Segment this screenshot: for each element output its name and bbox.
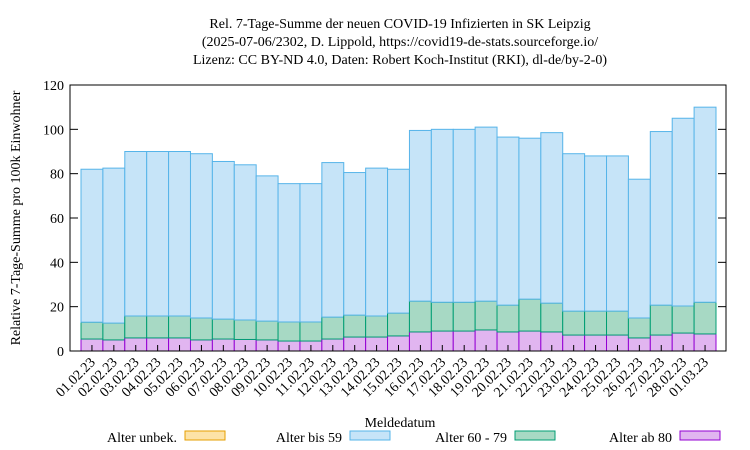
bar-segment: [233, 164, 257, 321]
bar-segment: [540, 132, 564, 304]
bar-segment: [474, 300, 498, 331]
bar-segment: [365, 315, 389, 338]
bar-segment: [80, 321, 104, 340]
bar-segment: [474, 126, 498, 302]
y-tick-label: 120: [43, 79, 64, 94]
bar-segment: [387, 168, 410, 314]
bar-segment: [233, 319, 257, 340]
bar-segment: [124, 315, 148, 339]
bar-segment: [671, 305, 695, 334]
y-tick-label: 20: [50, 301, 64, 316]
bar-segment: [452, 301, 476, 332]
bar-segment: [189, 153, 213, 319]
bar-segment: [606, 310, 629, 336]
legend-label: Alter ab 80: [609, 431, 672, 446]
bar-segment: [146, 315, 170, 339]
legend-label: Alter bis 59: [276, 431, 342, 446]
y-tick-label: 0: [57, 345, 64, 360]
legend-swatch: [514, 430, 556, 441]
bar-segment: [321, 162, 345, 318]
legend-swatch: [184, 430, 226, 441]
bar-segment: [408, 300, 432, 333]
bar-segment: [343, 314, 367, 338]
y-axis-label: Relative 7-Tage-Summe pro 100k Einwohner: [9, 90, 24, 345]
legend-swatch: [349, 430, 391, 441]
bar-segment: [299, 321, 323, 342]
y-tick-label: 60: [50, 212, 64, 227]
bar-segment: [627, 178, 651, 319]
y-tick-label: 40: [50, 256, 64, 271]
bar-segment: [277, 183, 301, 323]
bar-segment: [496, 304, 520, 333]
bar-segment: [649, 304, 673, 336]
bar-segment: [255, 175, 279, 322]
bar-segment: [255, 320, 279, 341]
bar-segment: [168, 151, 191, 317]
chart-subtitle: Lizenz: CC BY-ND 4.0, Daten: Robert Koch…: [193, 53, 607, 68]
bar-segment: [146, 151, 170, 317]
bar-segment: [124, 151, 148, 317]
bar-segment: [540, 302, 564, 333]
bar-segment: [430, 301, 454, 332]
bar-segment: [584, 310, 608, 336]
bar-segment: [606, 155, 629, 312]
legend-label: Alter 60 - 79: [435, 431, 507, 446]
bar-segment: [518, 298, 542, 332]
bar-segment: [649, 131, 673, 306]
bar-segment: [627, 317, 651, 339]
bar-segment: [102, 322, 126, 341]
bar-segment: [452, 128, 476, 303]
bar-segment: [189, 317, 213, 341]
bar-segment: [80, 168, 104, 323]
y-tick-label: 80: [50, 168, 64, 183]
chart-title: Rel. 7-Tage-Summe der neuen COVID-19 Inf…: [209, 17, 590, 32]
bar-segment: [321, 316, 345, 340]
bar-segment: [211, 160, 235, 320]
legend-swatch: [679, 430, 721, 441]
bar-segment: [518, 137, 542, 300]
bar-segment: [387, 312, 410, 337]
bar-segment: [584, 155, 608, 312]
bar-segment: [102, 167, 126, 324]
bar-segment: [365, 167, 389, 317]
bar-segment: [693, 301, 717, 335]
bar-segment: [408, 129, 432, 302]
x-axis-label: Meldedatum: [365, 416, 436, 431]
bar-segment: [562, 310, 586, 336]
legend-label: Alter unbek.: [107, 431, 177, 446]
bar-segment: [671, 117, 695, 307]
y-tick-label: 100: [43, 123, 64, 138]
bar-segment: [168, 315, 191, 339]
bar-segment: [211, 318, 235, 340]
bar-segment: [562, 153, 586, 312]
plot-frame: [69, 84, 727, 352]
bar-segment: [430, 128, 454, 303]
chart-subtitle: (2025-07-06/2302, D. Lippold, https://co…: [202, 35, 598, 50]
bar-segment: [693, 106, 717, 303]
bar-segment: [496, 136, 520, 306]
bar-segment: [299, 183, 323, 323]
bar-segment: [277, 321, 301, 342]
bar-segment: [343, 172, 367, 316]
